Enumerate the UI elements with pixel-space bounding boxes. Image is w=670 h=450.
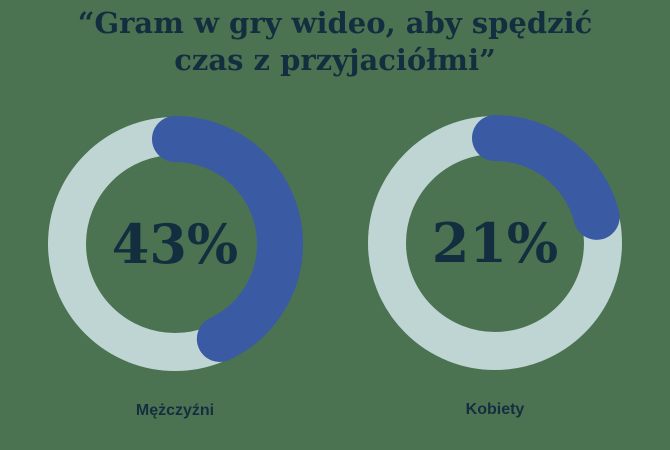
- page-title-line2: czas z przyjaciółmi”: [174, 43, 496, 77]
- page-title: “Gram w gry wideo, aby spędzić czas z prz…: [0, 5, 670, 79]
- donut-svg: [367, 115, 623, 371]
- percent-value: 43%: [111, 212, 239, 276]
- percent-value: 21%: [431, 211, 559, 275]
- donut-chart-men: 43% Mężczyźni: [35, 104, 315, 434]
- page-title-line1: “Gram w gry wideo, aby spędzić: [77, 6, 593, 40]
- category-label: Mężczyźni: [135, 402, 215, 419]
- category-label: Kobiety: [465, 401, 525, 418]
- donut-progress-arc: [47, 116, 303, 372]
- donut-progress-arc: [367, 115, 623, 371]
- donut-chart-women: 21% Kobiety: [355, 103, 635, 433]
- donut-svg: [47, 116, 303, 372]
